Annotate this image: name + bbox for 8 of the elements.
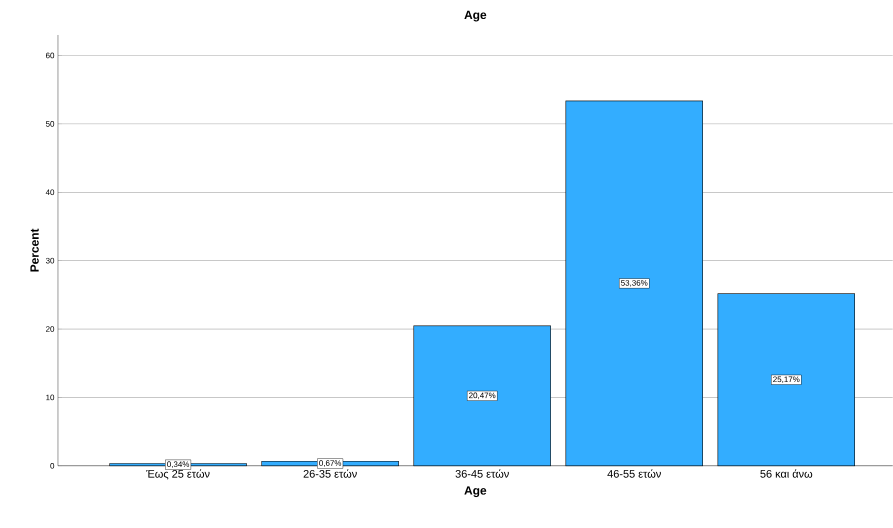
x-tick-label: 26-35 ετών bbox=[304, 469, 357, 478]
x-axis-title: Age bbox=[464, 486, 486, 498]
y-axis-title: Percent bbox=[30, 228, 39, 272]
x-tick-label: 46-55 ετών bbox=[607, 469, 661, 478]
x-tick-label: Έως 25 ετών bbox=[146, 469, 210, 480]
x-tick-label: 56 και άνω bbox=[760, 469, 812, 478]
x-tick-label: 36-45 ετών bbox=[456, 469, 509, 478]
chart-title: Age bbox=[464, 10, 486, 22]
